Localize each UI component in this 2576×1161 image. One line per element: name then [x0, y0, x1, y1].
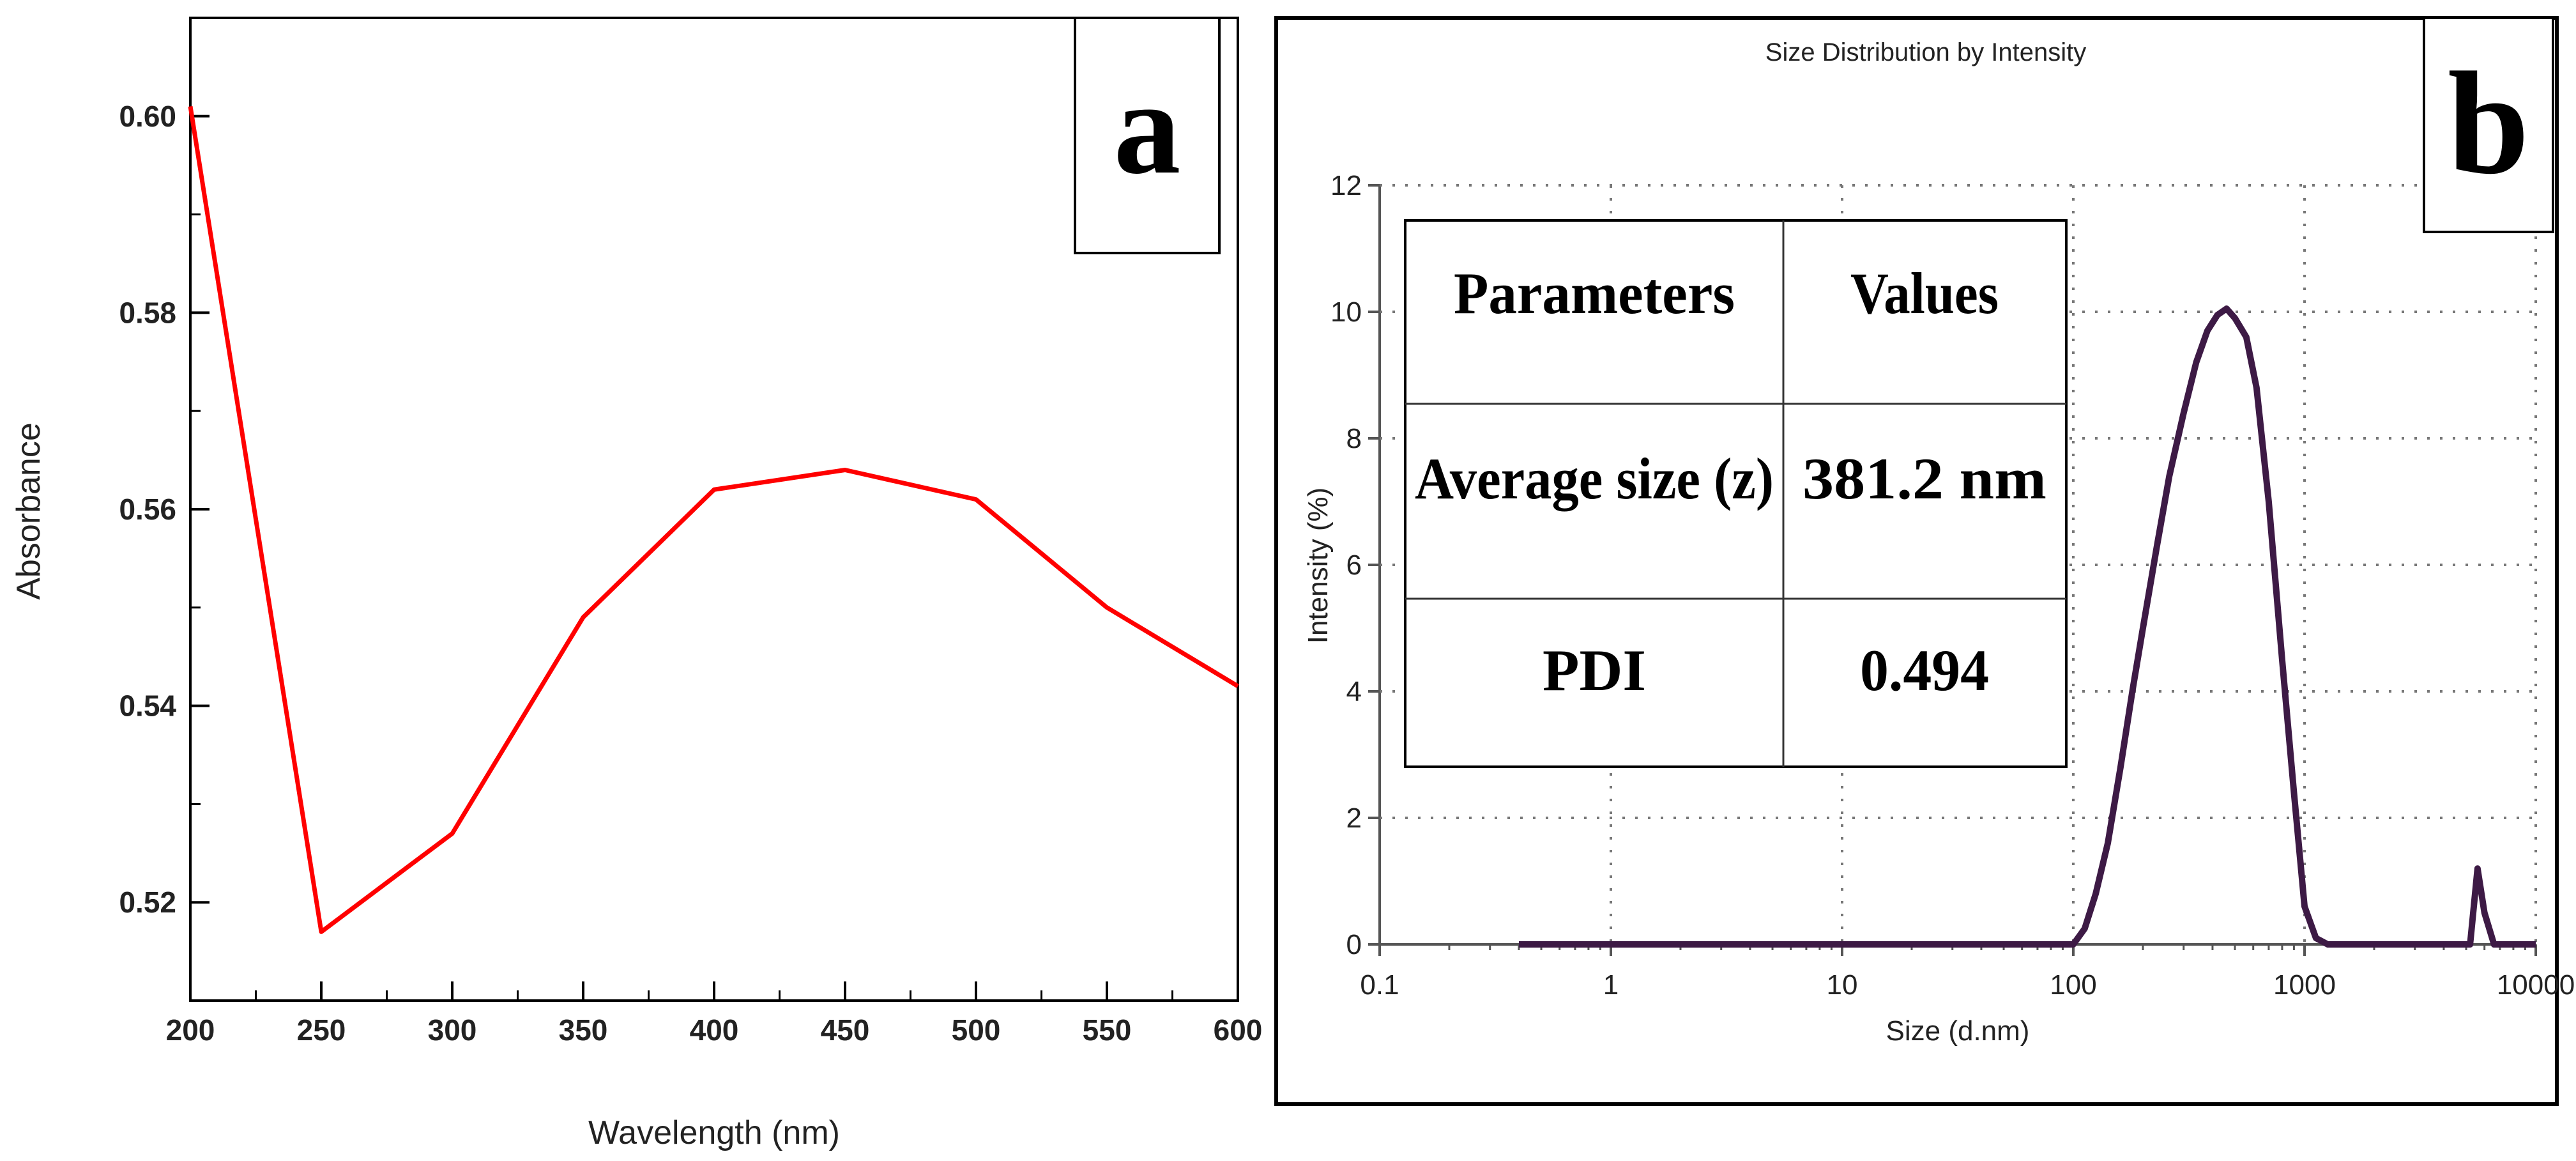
panel-a-x-tick-label: 400: [690, 1013, 739, 1047]
panel-b-y-tick-label: 12: [1330, 170, 1362, 201]
panel-b-x-tick-label: 100: [2050, 969, 2096, 1001]
panel-b-label-box: [2423, 17, 2554, 233]
panel-a-tick-labels: 200 250 300 350 400 450 500 550 600 0.52 0.54 0.56 0…: [119, 100, 1262, 1047]
panel-a-y-tick-label: 0.56: [119, 493, 176, 526]
panel-b-y-tick-label: 10: [1330, 296, 1362, 328]
panel-b-y-tick-label: 8: [1346, 423, 1362, 454]
panel-b-series-line: [1518, 305, 2536, 948]
panel-b-x-tick-label: 10000: [2497, 969, 2575, 1001]
inset-table-cell-average-size-value: 381.2 nm: [1802, 446, 2046, 511]
panel-b-y-tick-label: 4: [1346, 676, 1362, 707]
inset-table-cell-pdi-value: 0.494: [1860, 638, 1989, 703]
panel-a-x-tick-label: 500: [952, 1013, 1001, 1047]
panel-a-y-tick-label: 0.54: [119, 689, 176, 723]
panel-a-plot-area: [189, 17, 1239, 1002]
panel-a-label-box: [1074, 17, 1221, 254]
inset-table-cell-average-size-label: Average size (z): [1415, 446, 1774, 511]
inset-table-header-values: Values: [1850, 261, 1999, 326]
panel-b-y-axis-label: Intensity (%): [1302, 488, 1334, 644]
panel-a-x-tick-label: 450: [821, 1013, 870, 1047]
panel-a-x-tick-label: 200: [166, 1013, 215, 1047]
panel-b-y-tick-label: 2: [1346, 803, 1362, 834]
panel-b-x-tick-label: 1000: [2273, 969, 2336, 1001]
inset-table-frame: [1404, 219, 2068, 768]
panel-a-x-tick-label: 250: [297, 1013, 346, 1047]
panel-a-y-tick-label: 0.52: [119, 886, 176, 919]
panel-a: 200 250 300 350 400 450 500 550 600 0.52 0.54 0.56 0…: [10, 17, 1262, 1151]
panel-b-tick-labels: 0 2 4 6 8 10 12 0.1 1 10 100 1000 10000: [1330, 170, 2575, 1001]
panel-b-label: b: [2448, 42, 2529, 204]
panel-a-label: a: [1114, 54, 1181, 202]
panel-b-y-tick-label: 6: [1346, 550, 1362, 581]
panel-a-y-tick-label: 0.58: [119, 296, 176, 329]
panel-b: Size Distribution by Intensity 0 2 4 6 8 10 12…: [1274, 16, 2575, 1106]
panel-a-y-axis-label: Absorbance: [10, 422, 47, 600]
panel-a-series: [188, 105, 1239, 934]
inset-table-header-parameters: Parameters: [1454, 261, 1735, 326]
panel-a-x-axis-label: Wavelength (nm): [588, 1114, 840, 1151]
panel-b-x-tick-label: 0.1: [1360, 969, 1399, 1001]
panel-b-title: Size Distribution by Intensity: [1765, 38, 2086, 66]
panel-a-ticks: [189, 114, 1239, 1001]
panel-b-x-tick-label: 10: [1827, 969, 1858, 1001]
panel-b-series: [1518, 305, 2536, 948]
panel-b-x-tick-label: 1: [1603, 969, 1619, 1001]
panel-a-x-tick-label: 300: [428, 1013, 477, 1047]
panel-a-x-tick-label: 550: [1083, 1013, 1132, 1047]
panel-a-series-line: [188, 105, 1239, 934]
panel-a-x-tick-label: 350: [559, 1013, 608, 1047]
panel-b-x-axis-label: Size (d.nm): [1886, 1015, 2030, 1047]
inset-table: Parameters Values Average size (z) 381.2…: [1404, 219, 2068, 768]
panel-b-y-tick-label: 0: [1346, 929, 1362, 960]
panel-a-x-tick-label: 600: [1214, 1013, 1263, 1047]
panel-a-y-tick-label: 0.60: [119, 100, 176, 133]
inset-table-cell-pdi-label: PDI: [1543, 638, 1646, 703]
